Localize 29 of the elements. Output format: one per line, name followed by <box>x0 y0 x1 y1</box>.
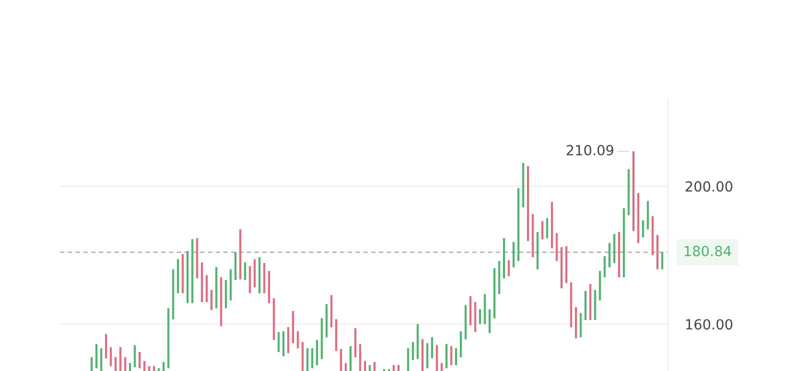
candlestick <box>311 348 314 369</box>
candlestick <box>143 361 146 371</box>
candlestick <box>119 346 122 371</box>
candlestick <box>210 290 213 310</box>
candlestick <box>431 336 434 359</box>
candlestick <box>124 356 126 371</box>
candlestick <box>278 332 280 352</box>
candlestick <box>407 348 410 371</box>
candlestick <box>114 356 117 371</box>
candlestick <box>412 342 414 360</box>
ref-line-label: 180.84 <box>684 246 732 256</box>
candlestick <box>306 348 308 371</box>
candlestick <box>541 220 544 240</box>
candlestick <box>100 348 102 371</box>
candlestick <box>364 361 366 371</box>
candlestick <box>134 344 136 368</box>
candlestick <box>138 352 141 369</box>
candlestick <box>90 356 93 371</box>
candlestick <box>110 346 112 367</box>
candlestick <box>604 256 606 278</box>
candlestick <box>546 218 548 239</box>
y-tick-label: 200.00 <box>686 181 732 192</box>
candlestick <box>450 346 452 366</box>
candlestick <box>661 252 664 270</box>
annotation: 210.09 <box>566 144 614 156</box>
candlestick <box>244 262 246 280</box>
candlestick <box>340 348 342 371</box>
candlestick <box>455 348 458 366</box>
y-tick-label: 160.00 <box>686 319 732 330</box>
